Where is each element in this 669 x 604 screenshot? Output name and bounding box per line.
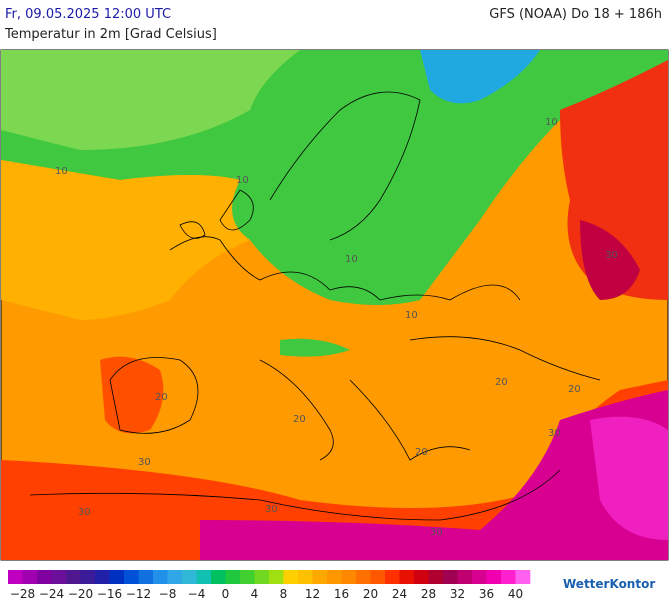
scale-swatch [298, 570, 313, 584]
scale-swatch [472, 570, 487, 584]
scale-label: −20 [68, 587, 93, 600]
scale-swatch [51, 570, 67, 584]
contour-label: 20 [495, 377, 508, 388]
scale-label: 40 [508, 587, 523, 600]
scale-swatch [153, 570, 168, 584]
scale-swatch [501, 570, 516, 584]
contour-label: 10 [345, 254, 358, 265]
scale-swatch [414, 570, 429, 584]
scale-swatch [515, 570, 531, 584]
contour-label: 10 [55, 166, 68, 177]
scale-swatch [240, 570, 255, 584]
scale-label: 28 [421, 587, 436, 600]
scale-label: 12 [305, 587, 320, 600]
scale-swatch [269, 570, 284, 584]
scale-swatch [443, 570, 458, 584]
scale-swatch [8, 570, 23, 584]
scale-swatch [486, 570, 502, 584]
map: 10 10 10 10 10 20 20 20 20 20 30 30 30 3… [0, 49, 669, 561]
scale-swatch [182, 570, 197, 584]
contour-label: 20 [155, 392, 168, 403]
scale-swatch [254, 570, 270, 584]
scale-label: 16 [334, 587, 349, 600]
contour-label: 20 [568, 384, 581, 395]
scale-swatch [327, 570, 342, 584]
scale-swatch [22, 570, 38, 584]
scale-swatch [428, 570, 444, 584]
scale-swatch [124, 570, 139, 584]
datetime: Fr, 09.05.2025 12:00 UTC [5, 7, 171, 22]
scale-swatch [80, 570, 96, 584]
contour-label: 20 [293, 414, 306, 425]
scale-label: −16 [97, 587, 122, 600]
scale-swatch [341, 570, 357, 584]
scale-swatch [138, 570, 154, 584]
scale-swatch [225, 570, 241, 584]
contour-label: 30 [605, 250, 618, 261]
logo: WetterKontor [563, 577, 655, 591]
contour-label: 30 [430, 527, 443, 538]
scale-swatch [109, 570, 125, 584]
contour-label: 10 [405, 310, 418, 321]
scale-swatch [196, 570, 212, 584]
contour-label: 30 [138, 457, 151, 468]
contour-label: 30 [78, 507, 91, 518]
scale-label: −8 [159, 587, 177, 600]
scale-swatch [66, 570, 81, 584]
scale-label: 8 [280, 587, 288, 600]
scale-swatch [283, 570, 299, 584]
scale-swatch [95, 570, 110, 584]
scale-label: 36 [479, 587, 494, 600]
model: GFS (NOAA) Do 18 + 186h [489, 7, 662, 22]
contour-label: 10 [545, 117, 558, 128]
scale-label: −28 [10, 587, 35, 600]
subtitle: Temperatur in 2m [Grad Celsius] [4, 27, 217, 42]
scale-swatch [370, 570, 386, 584]
scale-label: −4 [188, 587, 206, 600]
contour-label: 30 [548, 428, 561, 439]
scale-label: 0 [222, 587, 230, 600]
color-scale: −28 −24 −20 −16 −12 −8 −4 0 4 8 12 16 20 24 28 32 36 40 [8, 570, 531, 601]
scale-swatch [167, 570, 183, 584]
scale-swatch [399, 570, 415, 584]
scale-label: 24 [392, 587, 407, 600]
contour-label: 30 [265, 504, 278, 515]
scale-label: 4 [251, 587, 259, 600]
scale-swatch [312, 570, 328, 584]
scale-label: −12 [126, 587, 151, 600]
scale-swatch [385, 570, 400, 584]
scale-label: 20 [363, 587, 378, 600]
scale-swatch [211, 570, 226, 584]
scale-swatch [356, 570, 371, 584]
scale-swatch [457, 570, 473, 584]
contour-label: 10 [236, 175, 249, 186]
scale-swatch [37, 570, 52, 584]
scale-label: −24 [39, 587, 64, 600]
contour-label: 20 [415, 447, 428, 458]
scale-label: 32 [450, 587, 465, 600]
